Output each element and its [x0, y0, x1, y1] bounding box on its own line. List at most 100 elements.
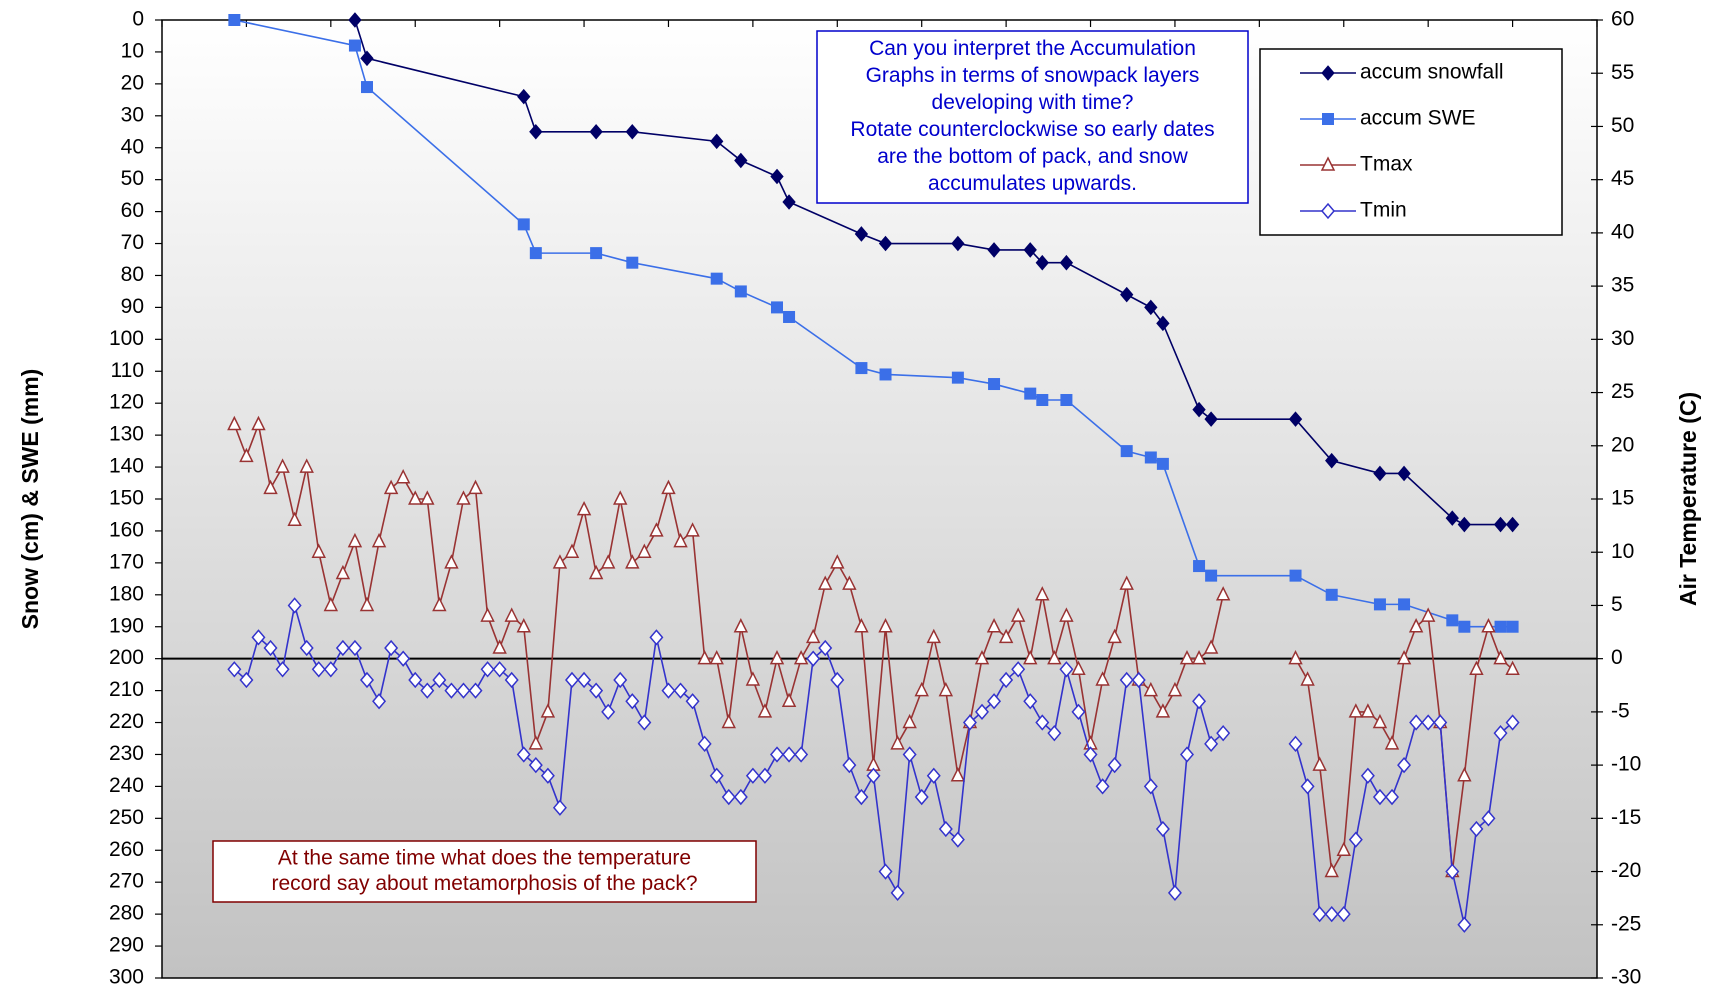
marker [1324, 905, 1339, 923]
marker [926, 628, 941, 644]
marker [709, 767, 724, 784]
marker [456, 682, 471, 699]
marker [1143, 778, 1158, 795]
marker [842, 575, 857, 590]
marker [781, 692, 797, 707]
marker [263, 479, 278, 495]
marker [323, 661, 338, 678]
marker [1505, 660, 1520, 676]
marker [1446, 614, 1459, 627]
marker [360, 671, 374, 689]
marker [408, 490, 423, 505]
marker [1397, 465, 1411, 482]
marker [1445, 510, 1459, 526]
marker [1458, 620, 1471, 633]
marker [866, 767, 881, 784]
marker [565, 671, 579, 689]
marker [986, 618, 1002, 633]
marker [504, 607, 519, 622]
marker [468, 682, 483, 699]
marker [709, 649, 724, 665]
y-tick-label: 140 [109, 455, 144, 478]
marker [1336, 841, 1351, 857]
marker [1035, 254, 1049, 271]
marker [589, 123, 603, 140]
y-axis-title: Snow (cm) & SWE (mm) [17, 369, 43, 630]
marker [1494, 620, 1507, 633]
marker [1469, 820, 1484, 838]
marker [299, 458, 314, 473]
marker [480, 661, 495, 678]
marker [311, 543, 326, 558]
marker [757, 767, 772, 784]
marker [1119, 671, 1134, 689]
marker [625, 693, 640, 710]
marker [950, 831, 965, 848]
marker [1143, 681, 1159, 697]
marker [1288, 411, 1303, 427]
marker [1144, 299, 1158, 316]
marker [360, 50, 374, 67]
marker [589, 682, 604, 699]
marker [697, 735, 712, 752]
marker [661, 479, 676, 495]
marker [1191, 649, 1207, 665]
marker [914, 788, 929, 806]
marker [359, 596, 375, 612]
marker [625, 554, 640, 569]
marker [878, 235, 893, 252]
marker [1493, 516, 1508, 533]
marker [783, 310, 796, 323]
marker [1481, 618, 1496, 633]
marker [938, 681, 954, 697]
y-tick-label: 130 [109, 423, 144, 446]
marker [890, 884, 905, 901]
marker [1204, 735, 1219, 752]
y-tick-label: 210 [109, 678, 144, 701]
marker [1203, 639, 1219, 654]
marker [564, 543, 580, 558]
marker [420, 682, 435, 699]
marker [734, 152, 748, 169]
marker [1215, 586, 1231, 601]
y-tick-label: 300 [109, 966, 144, 989]
marker [383, 479, 399, 495]
marker [1506, 620, 1519, 633]
marker [480, 607, 495, 622]
y2-tick-label: -10 [1611, 753, 1641, 776]
y2-tick-label: 0 [1611, 646, 1623, 669]
marker [348, 39, 361, 52]
marker [1493, 649, 1508, 665]
marker [733, 788, 748, 806]
marker [1288, 735, 1303, 752]
marker [1312, 756, 1327, 771]
marker [1320, 156, 1336, 171]
marker [552, 799, 567, 816]
marker [625, 123, 639, 140]
marker [371, 532, 387, 548]
marker [1023, 242, 1037, 258]
annotation-text: Graphs in terms of snowpack layers [866, 64, 1200, 87]
marker [1155, 820, 1170, 838]
marker [590, 247, 603, 260]
annotation-text: accumulates upwards. [928, 172, 1137, 195]
y-tick-label: 170 [109, 550, 144, 573]
marker [1373, 465, 1387, 482]
y2-axis-title: Air Temperature (C) [1675, 392, 1701, 606]
marker [1397, 756, 1412, 774]
y-tick-label: 160 [109, 518, 144, 541]
marker [745, 767, 760, 784]
marker [769, 649, 785, 665]
marker [540, 703, 556, 718]
y-tick-label: 100 [109, 327, 144, 350]
marker [998, 628, 1014, 644]
marker [879, 368, 892, 381]
marker [1192, 693, 1207, 710]
marker [1131, 671, 1146, 689]
marker [529, 123, 543, 140]
marker [517, 88, 531, 105]
y-tick-label: 270 [109, 870, 144, 893]
y2-tick-label: 20 [1611, 433, 1634, 456]
marker [432, 596, 447, 612]
marker [492, 661, 507, 678]
